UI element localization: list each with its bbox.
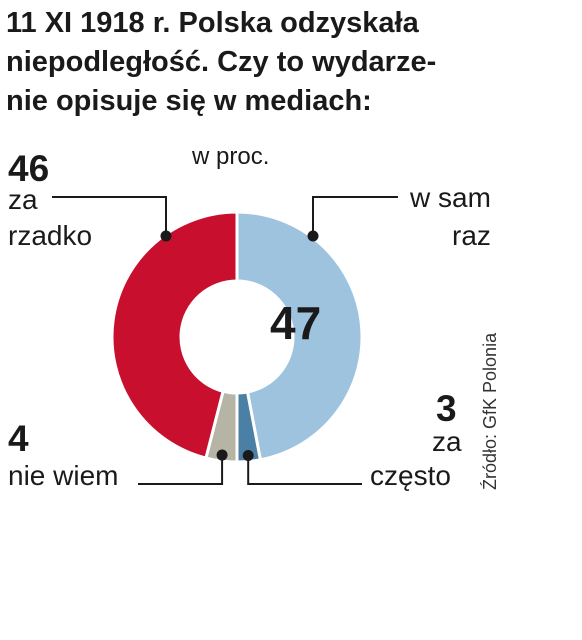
value-label-za-rzadko: 46 — [8, 148, 50, 189]
leader-line-nie-wiem — [138, 455, 224, 485]
slices-group — [110, 210, 364, 464]
leader-dot-w-sam-raz — [307, 230, 319, 242]
title-line-1: 11 XI 1918 r. Polska odzyskała — [6, 7, 419, 39]
value-label-nie-wiem: 4 — [8, 418, 29, 459]
source-label: Źródło: GfK Polonia — [480, 332, 500, 490]
slice-w-sam-raz — [235, 210, 364, 462]
leader-dot-za-czesto — [242, 449, 254, 461]
category-label-w-sam-raz-2: raz — [452, 220, 491, 251]
leader-dot-za-rzadko — [160, 230, 172, 242]
title-line-3: nie opisuje się w mediach: — [6, 85, 372, 117]
category-label-za-rzadko-1: za — [8, 184, 38, 215]
chart-title: 11 XI 1918 r. Polska odzyskała niepodleg… — [6, 4, 566, 121]
leader-line-za-rzadko — [52, 196, 167, 236]
leader-line-za-czesto — [247, 455, 362, 485]
value-label-za-czesto: 3 — [436, 388, 457, 429]
category-label-za-rzadko-2: rzadko — [8, 220, 93, 251]
category-label-za-czesto-1: za — [432, 426, 462, 457]
leader-dot-nie-wiem — [216, 449, 228, 461]
slice-za-rzadko — [110, 210, 239, 460]
leader-line-w-sam-raz — [312, 196, 398, 236]
value-label-w-sam-raz: 47 — [270, 297, 322, 349]
leader-lines — [52, 196, 398, 485]
category-label-nie-wiem: nie wiem — [8, 460, 119, 491]
title-line-2: niepodległość. Czy to wydarze- — [6, 46, 437, 78]
category-label-w-sam-raz-1: w sam — [410, 182, 491, 213]
category-label-za-czesto-2: często — [370, 460, 451, 491]
unit-label: w proc. — [192, 143, 270, 170]
